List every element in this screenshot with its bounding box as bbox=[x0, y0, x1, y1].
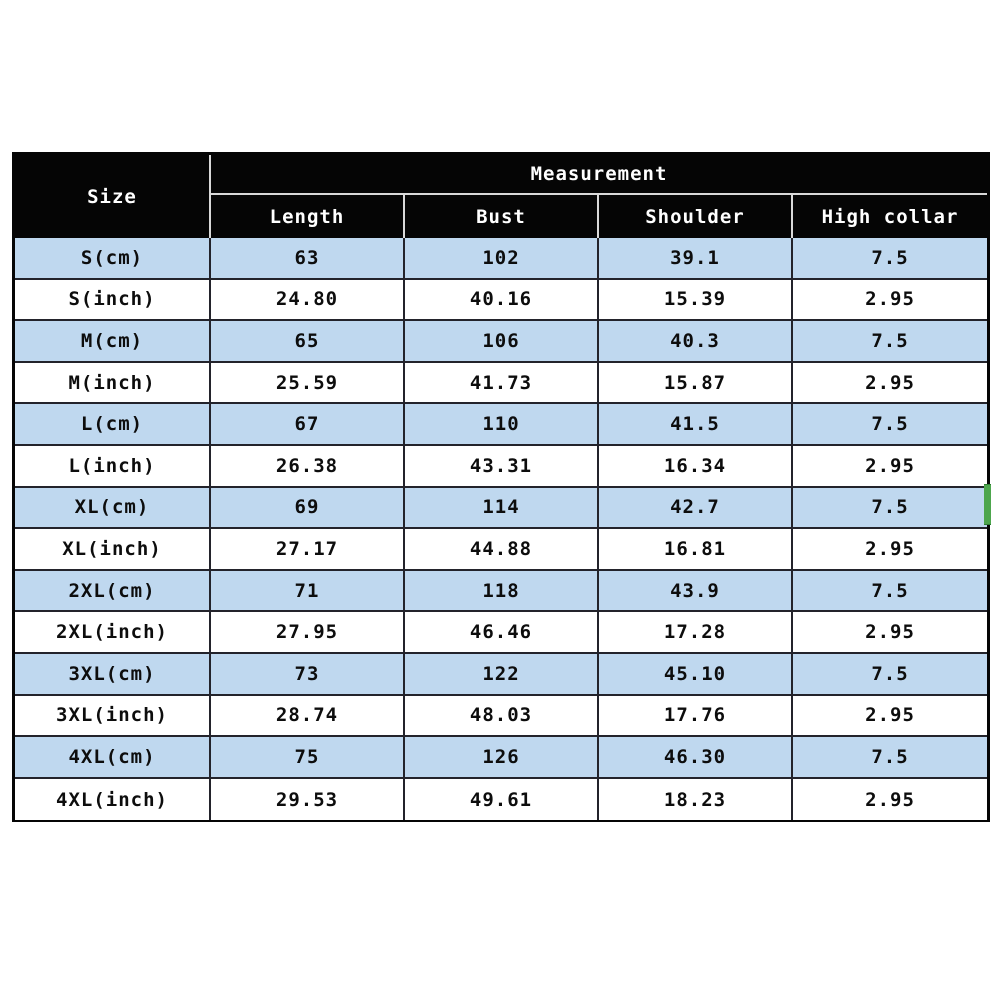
high-collar-value: 2.95 bbox=[793, 778, 988, 821]
column-header-high-collar: High collar bbox=[793, 195, 988, 238]
table-row: 3XL(inch) 28.74 48.03 17.76 2.95 bbox=[15, 695, 988, 738]
bust-value: 48.03 bbox=[405, 695, 599, 738]
size-column-header: Size bbox=[15, 155, 211, 238]
high-collar-value: 7.5 bbox=[793, 487, 988, 530]
shoulder-value: 39.1 bbox=[599, 238, 793, 280]
shoulder-value: 15.39 bbox=[599, 279, 793, 322]
length-value: 29.53 bbox=[211, 778, 405, 821]
shoulder-value: 45.10 bbox=[599, 653, 793, 696]
length-value: 27.17 bbox=[211, 529, 405, 571]
length-value: 73 bbox=[211, 653, 405, 696]
high-collar-value: 7.5 bbox=[793, 404, 988, 446]
high-collar-value: 2.95 bbox=[793, 279, 988, 322]
length-value: 69 bbox=[211, 487, 405, 530]
size-chart-table: Size Measurement Length Bust Shoulder Hi… bbox=[15, 155, 988, 821]
bust-value: 49.61 bbox=[405, 778, 599, 821]
shoulder-value: 43.9 bbox=[599, 570, 793, 613]
length-value: 75 bbox=[211, 737, 405, 779]
bust-value: 44.88 bbox=[405, 529, 599, 571]
table-row: L(inch) 26.38 43.31 16.34 2.95 bbox=[15, 445, 988, 488]
shoulder-value: 16.81 bbox=[599, 529, 793, 571]
size-label: M(cm) bbox=[15, 321, 211, 363]
high-collar-value: 7.5 bbox=[793, 238, 988, 280]
size-label: 4XL(cm) bbox=[15, 737, 211, 779]
green-selection-marker bbox=[984, 484, 991, 525]
table-row: 4XL(cm) 75 126 46.30 7.5 bbox=[15, 737, 988, 779]
table-row: 2XL(cm) 71 118 43.9 7.5 bbox=[15, 570, 988, 613]
bust-value: 102 bbox=[405, 238, 599, 280]
size-chart-table-container: Size Measurement Length Bust Shoulder Hi… bbox=[12, 152, 990, 822]
table-row: 3XL(cm) 73 122 45.10 7.5 bbox=[15, 653, 988, 696]
size-label: 3XL(inch) bbox=[15, 695, 211, 738]
bust-value: 106 bbox=[405, 321, 599, 363]
table-row: S(inch) 24.80 40.16 15.39 2.95 bbox=[15, 279, 988, 322]
high-collar-value: 7.5 bbox=[793, 737, 988, 779]
size-label: 4XL(inch) bbox=[15, 778, 211, 821]
length-value: 67 bbox=[211, 404, 405, 446]
high-collar-value: 2.95 bbox=[793, 445, 988, 488]
table-row: XL(cm) 69 114 42.7 7.5 bbox=[15, 487, 988, 530]
length-value: 25.59 bbox=[211, 362, 405, 405]
high-collar-value: 7.5 bbox=[793, 653, 988, 696]
column-header-length: Length bbox=[211, 195, 405, 238]
measurement-group-header: Measurement bbox=[211, 155, 988, 195]
high-collar-value: 2.95 bbox=[793, 695, 988, 738]
shoulder-value: 15.87 bbox=[599, 362, 793, 405]
size-label: 2XL(inch) bbox=[15, 612, 211, 654]
bust-value: 110 bbox=[405, 404, 599, 446]
high-collar-value: 7.5 bbox=[793, 321, 988, 363]
size-label: S(cm) bbox=[15, 238, 211, 280]
table-row: M(cm) 65 106 40.3 7.5 bbox=[15, 321, 988, 363]
table-row: 2XL(inch) 27.95 46.46 17.28 2.95 bbox=[15, 612, 988, 654]
size-label: L(inch) bbox=[15, 445, 211, 488]
length-value: 65 bbox=[211, 321, 405, 363]
shoulder-value: 17.76 bbox=[599, 695, 793, 738]
length-value: 28.74 bbox=[211, 695, 405, 738]
column-header-bust: Bust bbox=[405, 195, 599, 238]
shoulder-value: 18.23 bbox=[599, 778, 793, 821]
size-label: L(cm) bbox=[15, 404, 211, 446]
size-label: XL(inch) bbox=[15, 529, 211, 571]
size-label: XL(cm) bbox=[15, 487, 211, 530]
table-row: XL(inch) 27.17 44.88 16.81 2.95 bbox=[15, 529, 988, 571]
length-value: 71 bbox=[211, 570, 405, 613]
size-label: 2XL(cm) bbox=[15, 570, 211, 613]
shoulder-value: 16.34 bbox=[599, 445, 793, 488]
high-collar-value: 2.95 bbox=[793, 362, 988, 405]
bust-value: 114 bbox=[405, 487, 599, 530]
bust-value: 43.31 bbox=[405, 445, 599, 488]
length-value: 26.38 bbox=[211, 445, 405, 488]
high-collar-value: 2.95 bbox=[793, 529, 988, 571]
high-collar-value: 2.95 bbox=[793, 612, 988, 654]
shoulder-value: 40.3 bbox=[599, 321, 793, 363]
shoulder-value: 46.30 bbox=[599, 737, 793, 779]
size-label: S(inch) bbox=[15, 279, 211, 322]
length-value: 27.95 bbox=[211, 612, 405, 654]
length-value: 63 bbox=[211, 238, 405, 280]
table-row: M(inch) 25.59 41.73 15.87 2.95 bbox=[15, 362, 988, 405]
shoulder-value: 41.5 bbox=[599, 404, 793, 446]
column-header-shoulder: Shoulder bbox=[599, 195, 793, 238]
table-row: 4XL(inch) 29.53 49.61 18.23 2.95 bbox=[15, 778, 988, 821]
bust-value: 46.46 bbox=[405, 612, 599, 654]
bust-value: 118 bbox=[405, 570, 599, 613]
size-label: 3XL(cm) bbox=[15, 653, 211, 696]
table-row: L(cm) 67 110 41.5 7.5 bbox=[15, 404, 988, 446]
high-collar-value: 7.5 bbox=[793, 570, 988, 613]
size-label: M(inch) bbox=[15, 362, 211, 405]
bust-value: 126 bbox=[405, 737, 599, 779]
bust-value: 41.73 bbox=[405, 362, 599, 405]
length-value: 24.80 bbox=[211, 279, 405, 322]
shoulder-value: 17.28 bbox=[599, 612, 793, 654]
bust-value: 40.16 bbox=[405, 279, 599, 322]
bust-value: 122 bbox=[405, 653, 599, 696]
shoulder-value: 42.7 bbox=[599, 487, 793, 530]
table-row: S(cm) 63 102 39.1 7.5 bbox=[15, 238, 988, 280]
